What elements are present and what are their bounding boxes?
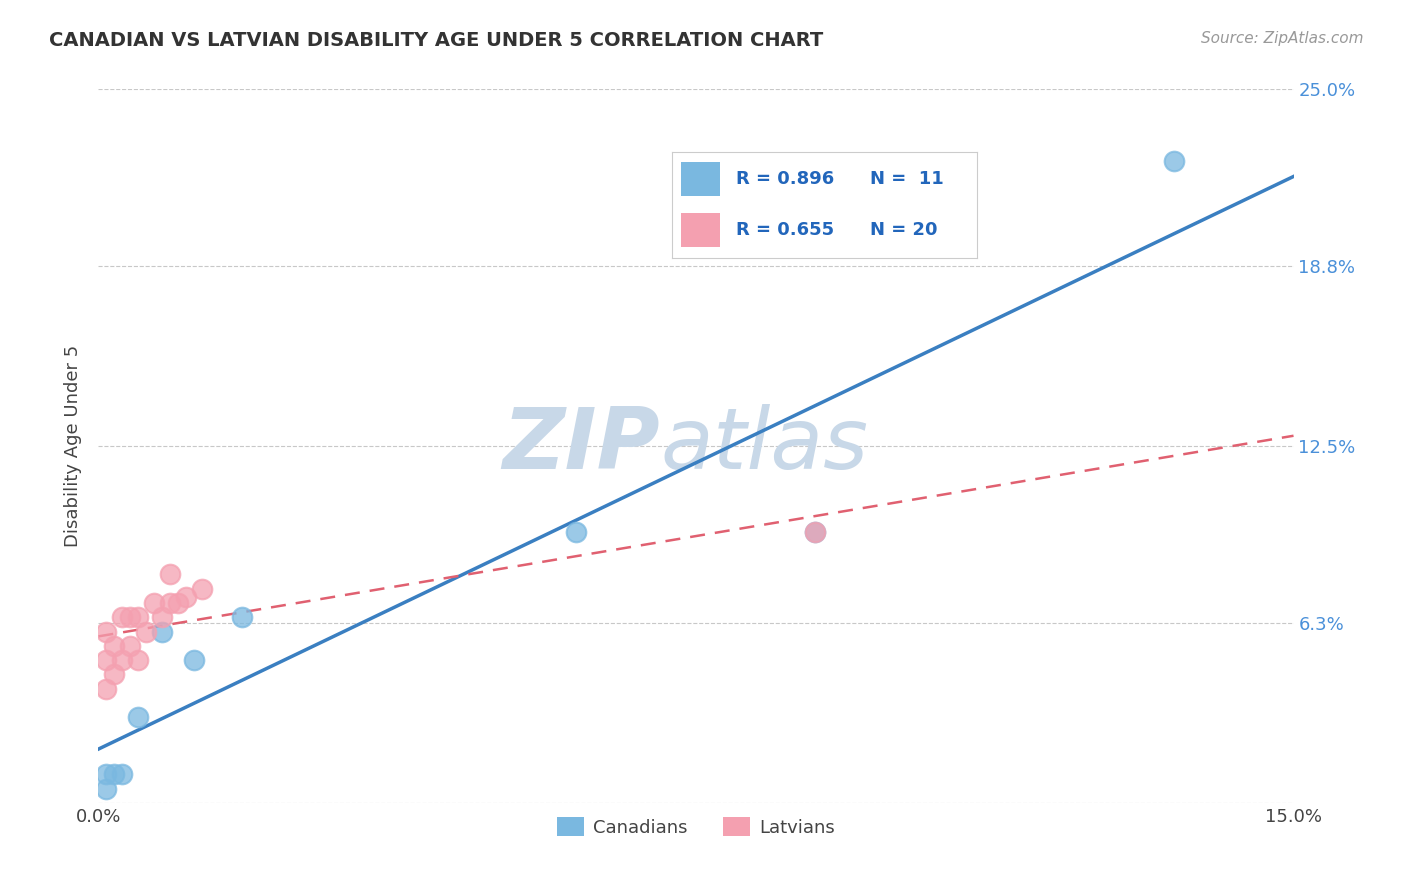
Point xyxy=(159,567,181,582)
Text: N = 20: N = 20 xyxy=(870,221,938,239)
Text: R = 0.896: R = 0.896 xyxy=(735,170,834,188)
Point xyxy=(96,767,118,781)
Point xyxy=(183,653,205,667)
Y-axis label: Disability Age Under 5: Disability Age Under 5 xyxy=(65,345,83,547)
Point xyxy=(191,582,214,596)
Point xyxy=(174,591,197,605)
Text: Source: ZipAtlas.com: Source: ZipAtlas.com xyxy=(1201,31,1364,46)
Point xyxy=(96,653,118,667)
Text: R = 0.655: R = 0.655 xyxy=(735,221,834,239)
Point xyxy=(150,610,173,624)
Point xyxy=(111,610,134,624)
Point xyxy=(159,596,181,610)
Point xyxy=(804,524,827,539)
Point xyxy=(565,524,588,539)
Point xyxy=(111,653,134,667)
Text: CANADIAN VS LATVIAN DISABILITY AGE UNDER 5 CORRELATION CHART: CANADIAN VS LATVIAN DISABILITY AGE UNDER… xyxy=(49,31,824,50)
Text: ZIP: ZIP xyxy=(502,404,661,488)
Point xyxy=(103,667,125,681)
Point xyxy=(120,639,142,653)
Point xyxy=(127,710,149,724)
Point xyxy=(1163,153,1185,168)
FancyBboxPatch shape xyxy=(681,213,720,247)
Legend: Canadians, Latvians: Canadians, Latvians xyxy=(550,810,842,844)
Point xyxy=(143,596,166,610)
Point xyxy=(120,610,142,624)
Point xyxy=(96,624,118,639)
FancyBboxPatch shape xyxy=(681,162,720,196)
Point xyxy=(135,624,157,639)
Point xyxy=(127,653,149,667)
Text: N =  11: N = 11 xyxy=(870,170,943,188)
Point xyxy=(96,681,118,696)
Point xyxy=(103,767,125,781)
Point xyxy=(103,639,125,653)
Point xyxy=(167,596,190,610)
Point xyxy=(804,524,827,539)
Text: atlas: atlas xyxy=(661,404,868,488)
Point xyxy=(150,624,173,639)
Point xyxy=(127,610,149,624)
Point xyxy=(96,781,118,796)
Point xyxy=(111,767,134,781)
Point xyxy=(231,610,253,624)
